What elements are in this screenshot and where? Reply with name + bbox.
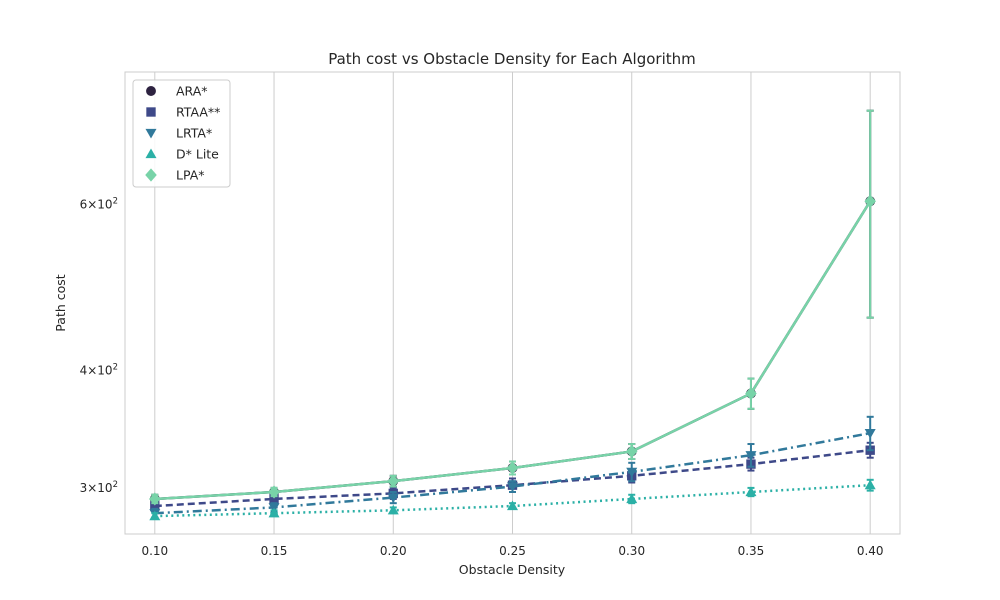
x-axis-label: Obstacle Density: [459, 562, 566, 577]
data-point: [268, 485, 280, 499]
legend-marker: [145, 148, 157, 159]
x-tick-label: 0.15: [261, 544, 288, 558]
data-point: [150, 501, 160, 511]
y-tick-label: 3×102: [80, 480, 118, 495]
data-point: [387, 474, 400, 488]
x-tick-label: 0.25: [499, 544, 526, 558]
x-tick-label: 0.30: [618, 544, 645, 558]
data-point: [864, 194, 876, 208]
x-tick-labels: 0.10 0.15 0.20 0.25 0.30 0.35 0.40: [141, 544, 883, 558]
data-point: [149, 492, 161, 506]
x-tick-label: 0.35: [738, 544, 765, 558]
series-group: [149, 109, 876, 521]
data-point: [149, 510, 161, 521]
data-point: [506, 461, 519, 475]
legend-label: ARA*: [176, 84, 208, 99]
legend: ARA* RTAA** LRTA* D* Lite LPA*: [132, 79, 231, 188]
data-point: [507, 500, 518, 511]
data-point: [268, 507, 280, 518]
y-tick-labels: 3×102 4×102 6×102: [80, 197, 118, 495]
data-point: [745, 486, 757, 497]
legend-label: LRTA*: [176, 126, 212, 141]
data-point: [387, 504, 399, 515]
x-tick-label: 0.20: [380, 544, 407, 558]
data-point: [864, 479, 876, 490]
data-point: [269, 494, 279, 504]
data-point: [507, 482, 518, 493]
data-point: [626, 493, 638, 504]
data-point: [864, 429, 876, 439]
y-axis-label: Path cost: [53, 274, 68, 331]
y-tick-label: 6×102: [80, 197, 118, 212]
series-lpa: [149, 109, 876, 506]
legend-marker: [146, 86, 156, 96]
legend-marker: [146, 107, 156, 117]
data-point: [387, 493, 399, 504]
series-d-lite: [149, 478, 876, 521]
legend-marker: [145, 168, 157, 182]
legend-label: LPA*: [176, 168, 205, 183]
data-point: [745, 451, 757, 461]
data-point: [625, 444, 638, 459]
legend-marker: [145, 128, 157, 139]
x-tick-label: 0.40: [857, 544, 884, 558]
legend-label: D* Lite: [176, 147, 219, 162]
data-point: [745, 386, 757, 401]
chart-title: Path cost vs Obstacle Density for Each A…: [328, 50, 696, 68]
data-point: [626, 467, 638, 478]
y-tick-label: 4×102: [80, 362, 118, 377]
x-tick-label: 0.10: [141, 544, 168, 558]
legend-label: RTAA**: [176, 105, 220, 120]
legend-frame: [132, 79, 231, 188]
